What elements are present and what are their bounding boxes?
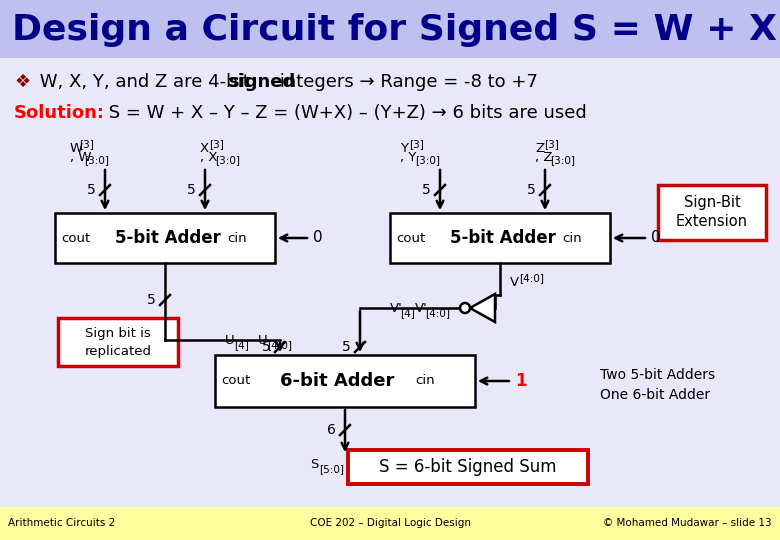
Text: [5:0]: [5:0] xyxy=(319,464,344,474)
Text: [4:0]: [4:0] xyxy=(425,308,450,318)
Text: S = W + X – Y – Z = (W+X) – (Y+Z) → 6 bits are used: S = W + X – Y – Z = (W+X) – (Y+Z) → 6 bi… xyxy=(103,104,587,122)
Text: © Mohamed Mudawar – slide 13: © Mohamed Mudawar – slide 13 xyxy=(604,518,772,528)
Text: [3:0]: [3:0] xyxy=(550,155,575,165)
Text: W: W xyxy=(70,141,83,154)
Circle shape xyxy=(460,303,470,313)
Text: 5: 5 xyxy=(342,340,351,354)
Bar xyxy=(0,0,780,58)
Text: [3:0]: [3:0] xyxy=(215,155,240,165)
Text: , W: , W xyxy=(70,151,91,164)
Text: , Y: , Y xyxy=(400,151,417,164)
Bar xyxy=(0,507,780,540)
Text: [3]: [3] xyxy=(409,139,424,149)
Text: , X: , X xyxy=(200,151,218,164)
Text: [3]: [3] xyxy=(79,139,94,149)
Text: cout: cout xyxy=(221,375,250,388)
Text: Arithmetic Circuits 2: Arithmetic Circuits 2 xyxy=(8,518,115,528)
Text: [3]: [3] xyxy=(209,139,224,149)
Text: cout: cout xyxy=(396,232,425,245)
Text: Sign bit is: Sign bit is xyxy=(85,327,151,340)
Bar xyxy=(658,185,766,240)
Text: W, X, Y, and Z are 4-bit: W, X, Y, and Z are 4-bit xyxy=(34,73,256,91)
Text: replicated: replicated xyxy=(84,345,151,357)
Text: 6-bit Adder: 6-bit Adder xyxy=(280,372,395,390)
Text: 5: 5 xyxy=(187,183,196,197)
Text: [3]: [3] xyxy=(544,139,559,149)
Text: 0: 0 xyxy=(651,231,661,246)
Text: 0: 0 xyxy=(313,231,323,246)
Text: [4:0]: [4:0] xyxy=(519,273,544,283)
Text: U: U xyxy=(225,334,235,347)
Text: cin: cin xyxy=(562,232,582,245)
Text: [3:0]: [3:0] xyxy=(84,155,109,165)
Text: Solution:: Solution: xyxy=(14,104,105,122)
Bar xyxy=(58,318,178,366)
Text: ❖: ❖ xyxy=(14,73,30,91)
Bar xyxy=(390,213,610,263)
Text: [3:0]: [3:0] xyxy=(415,155,440,165)
Text: Extension: Extension xyxy=(676,214,748,230)
Text: X: X xyxy=(200,141,209,154)
Bar xyxy=(215,355,475,407)
Text: V: V xyxy=(510,275,519,288)
Text: Y: Y xyxy=(400,141,408,154)
Text: 1: 1 xyxy=(515,372,527,390)
Text: COE 202 – Digital Logic Design: COE 202 – Digital Logic Design xyxy=(310,518,470,528)
Text: 5: 5 xyxy=(262,340,271,354)
Text: signed: signed xyxy=(228,73,296,91)
Text: 6: 6 xyxy=(327,423,336,437)
Bar xyxy=(55,213,275,263)
Text: 5-bit Adder: 5-bit Adder xyxy=(115,229,221,247)
Text: cout: cout xyxy=(61,232,90,245)
Text: [4]: [4] xyxy=(400,308,415,318)
Text: [4:0]: [4:0] xyxy=(267,340,292,350)
Text: 5: 5 xyxy=(87,183,96,197)
Text: Two 5-bit Adders: Two 5-bit Adders xyxy=(600,368,715,382)
Text: integers → Range = -8 to +7: integers → Range = -8 to +7 xyxy=(274,73,538,91)
Text: One 6-bit Adder: One 6-bit Adder xyxy=(600,388,710,402)
Text: 5: 5 xyxy=(527,183,536,197)
Text: Design a Circuit for Signed S = W + X – Y – Z: Design a Circuit for Signed S = W + X – … xyxy=(12,13,780,47)
Bar xyxy=(0,58,780,520)
Text: S: S xyxy=(310,458,318,471)
Bar xyxy=(348,450,588,484)
Text: V': V' xyxy=(415,301,427,314)
Text: [4]: [4] xyxy=(234,340,249,350)
Text: Z: Z xyxy=(535,141,544,154)
Text: S = 6-bit Signed Sum: S = 6-bit Signed Sum xyxy=(379,458,557,476)
Text: V': V' xyxy=(390,301,402,314)
Text: 5: 5 xyxy=(147,293,156,307)
Text: cin: cin xyxy=(227,232,246,245)
Text: Sign-Bit: Sign-Bit xyxy=(683,195,740,211)
Text: , Z: , Z xyxy=(535,151,552,164)
Polygon shape xyxy=(470,294,495,322)
Text: 5-bit Adder: 5-bit Adder xyxy=(450,229,556,247)
Text: U: U xyxy=(258,334,268,347)
Text: 5: 5 xyxy=(422,183,431,197)
Text: cin: cin xyxy=(415,375,434,388)
